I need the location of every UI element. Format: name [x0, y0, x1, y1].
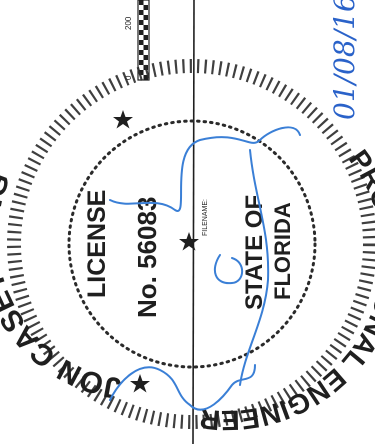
- star-icon: [113, 110, 133, 129]
- engineer-seal: [7, 59, 375, 429]
- scale-label-200: 200: [124, 16, 133, 30]
- seal-license-number: No. 56083: [132, 197, 162, 318]
- scale-label-zero: 0: [124, 75, 133, 80]
- seal-state-name: FLORIDA: [270, 202, 295, 300]
- signature: [109, 126, 301, 411]
- seal-stars: [113, 110, 199, 393]
- margin-line: [192, 0, 195, 444]
- handwritten-date: 01/08/16: [328, 0, 361, 120]
- seal-state-line: STATE OF: [241, 195, 268, 310]
- star-icon: [130, 374, 150, 393]
- scale-bar: 200 0: [124, 0, 150, 81]
- seal-license-label: LICENSE: [83, 190, 111, 298]
- star-icon: [179, 232, 199, 251]
- filename-label: FILENAME:: [202, 199, 209, 236]
